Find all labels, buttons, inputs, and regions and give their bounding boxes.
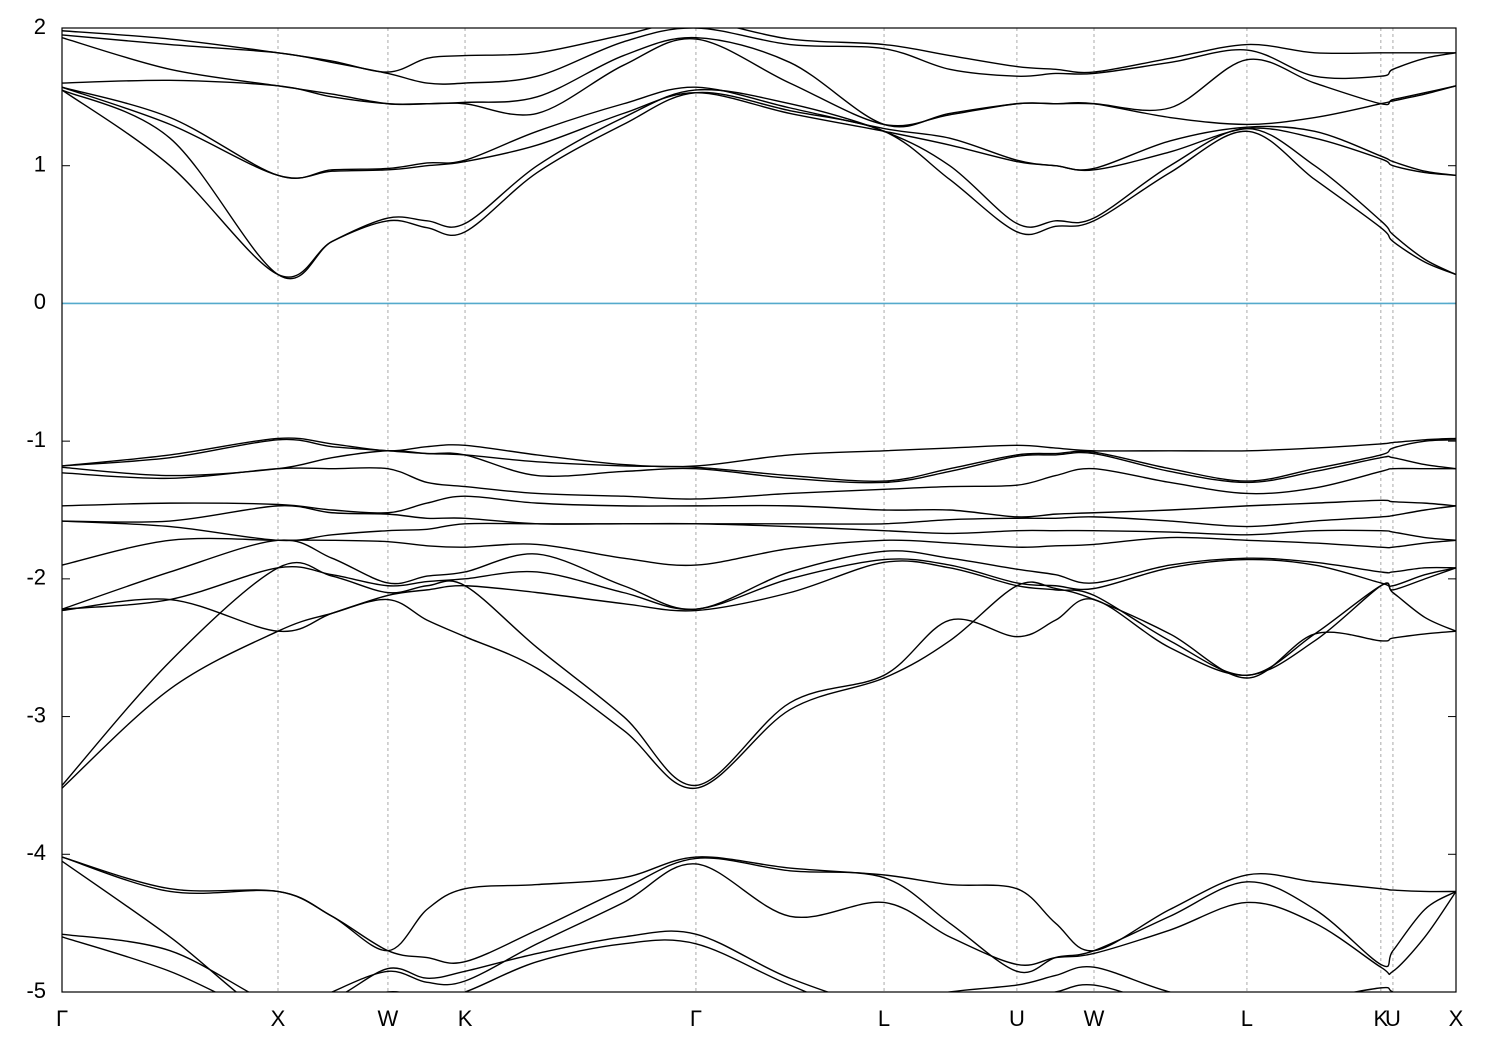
y-tick-label: -2 — [26, 565, 46, 590]
band-line — [62, 86, 1456, 179]
band-line — [62, 28, 1456, 74]
x-tick-label: U — [1385, 1006, 1401, 1031]
x-tick-label: L — [878, 1006, 890, 1031]
band-line — [62, 930, 1395, 992]
band-line — [62, 495, 1456, 518]
y-tick-label: -1 — [26, 427, 46, 452]
x-tick-label: Γ — [690, 1006, 702, 1031]
band-line — [62, 581, 1456, 789]
x-tick-label: U — [1009, 1006, 1025, 1031]
band-line — [62, 466, 1456, 500]
band-line — [62, 88, 1456, 280]
band-line — [62, 536, 1456, 567]
band-line — [62, 437, 1456, 468]
y-tick-label: -4 — [26, 840, 46, 865]
bands-layer — [62, 28, 1456, 992]
band-line — [62, 856, 1456, 974]
band-line — [62, 86, 1456, 180]
x-tick-label: K — [458, 1006, 473, 1031]
band-line — [62, 36, 1456, 128]
band-line — [62, 539, 1456, 610]
x-tick-label: W — [378, 1006, 399, 1031]
band-line — [62, 520, 1456, 542]
x-tick-label: K — [1373, 1006, 1388, 1031]
y-tick-label: -5 — [26, 978, 46, 1003]
y-tick-label: -3 — [26, 702, 46, 727]
band-line — [62, 505, 1456, 528]
band-line — [62, 449, 1456, 484]
band-line — [62, 558, 1456, 611]
plot-frame — [61, 27, 1457, 993]
band-line — [62, 860, 1456, 992]
band-line — [62, 438, 1456, 482]
x-tick-label: L — [1241, 1006, 1253, 1031]
band-line — [62, 37, 1456, 127]
y-tick-label: 0 — [34, 289, 46, 314]
band-line — [62, 561, 1456, 787]
x-tick-label: W — [1084, 1006, 1105, 1031]
x-tick-label: X — [271, 1006, 286, 1031]
x-tick-label: Γ — [56, 1006, 68, 1031]
x-tick-label: X — [1449, 1006, 1464, 1031]
y-tick-label: 1 — [34, 152, 46, 177]
y-tick-label: 2 — [34, 14, 46, 39]
